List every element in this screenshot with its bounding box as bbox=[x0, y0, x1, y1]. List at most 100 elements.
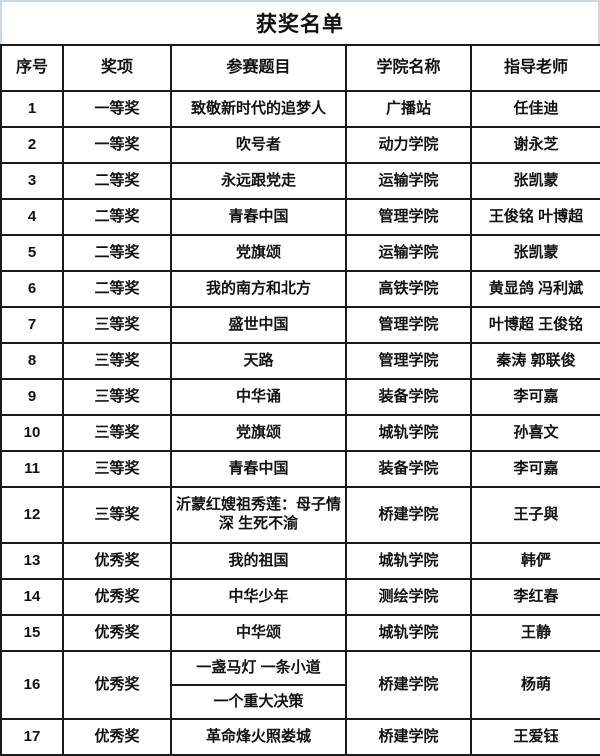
cell-title: 吹号者 bbox=[170, 126, 347, 164]
cell-title: 党旗颂 bbox=[170, 234, 347, 272]
header-title: 参赛题目 bbox=[170, 44, 347, 92]
cell-award: 二等奖 bbox=[62, 270, 172, 308]
cell-teacher: 黄显鸽 冯利斌 bbox=[470, 270, 600, 308]
table-row: 9 三等奖 中华诵 装备学院 李可嘉 bbox=[0, 378, 600, 416]
cell-teacher: 杨萌 bbox=[470, 650, 600, 720]
cell-title: 天路 bbox=[170, 342, 347, 380]
cell-title: 青春中国 bbox=[170, 450, 347, 488]
cell-teacher: 任佳迪 bbox=[470, 90, 600, 128]
table-row: 15 优秀奖 中华颂 城轨学院 王静 bbox=[0, 614, 600, 652]
cell-award: 一等奖 bbox=[62, 90, 172, 128]
cell-no: 14 bbox=[0, 578, 64, 616]
table-row: 12 三等奖 沂蒙红嫂祖秀莲：母子情深 生死不渝 桥建学院 王子與 bbox=[0, 486, 600, 544]
cell-award: 二等奖 bbox=[62, 162, 172, 200]
cell-no: 6 bbox=[0, 270, 64, 308]
table-row: 8 三等奖 天路 管理学院 秦涛 郭联俊 bbox=[0, 342, 600, 380]
cell-title: 一盏马灯 一条小道 bbox=[170, 650, 347, 686]
cell-award: 三等奖 bbox=[62, 342, 172, 380]
cell-no: 17 bbox=[0, 718, 64, 756]
cell-teacher: 王子與 bbox=[470, 486, 600, 544]
cell-award: 优秀奖 bbox=[62, 650, 172, 720]
cell-title: 我的祖国 bbox=[170, 542, 347, 580]
cell-award: 优秀奖 bbox=[62, 542, 172, 580]
cell-award: 三等奖 bbox=[62, 414, 172, 452]
cell-college: 高铁学院 bbox=[345, 270, 472, 308]
cell-title: 一个重大决策 bbox=[170, 684, 347, 720]
cell-title: 党旗颂 bbox=[170, 414, 347, 452]
cell-teacher: 张凯蒙 bbox=[470, 234, 600, 272]
header-teacher: 指导老师 bbox=[470, 44, 600, 92]
cell-award: 优秀奖 bbox=[62, 718, 172, 756]
cell-college: 桥建学院 bbox=[345, 486, 472, 544]
cell-teacher: 叶博超 王俊铭 bbox=[470, 306, 600, 344]
cell-award: 二等奖 bbox=[62, 198, 172, 236]
cell-award: 三等奖 bbox=[62, 378, 172, 416]
table-row: 4 二等奖 青春中国 管理学院 王俊铭 叶博超 bbox=[0, 198, 600, 236]
cell-college: 城轨学院 bbox=[345, 414, 472, 452]
cell-teacher: 秦涛 郭联俊 bbox=[470, 342, 600, 380]
page-title: 获奖名单 bbox=[0, 0, 600, 44]
cell-teacher: 李可嘉 bbox=[470, 450, 600, 488]
table-row: 6 二等奖 我的南方和北方 高铁学院 黄显鸽 冯利斌 bbox=[0, 270, 600, 308]
cell-no: 16 bbox=[0, 650, 64, 720]
table-header-row: 序号 奖项 参赛题目 学院名称 指导老师 bbox=[0, 44, 600, 92]
cell-college: 管理学院 bbox=[345, 306, 472, 344]
cell-teacher: 李红春 bbox=[470, 578, 600, 616]
cell-college: 测绘学院 bbox=[345, 578, 472, 616]
cell-teacher: 王爱钰 bbox=[470, 718, 600, 756]
table-row: 1 一等奖 致敬新时代的追梦人 广播站 任佳迪 bbox=[0, 90, 600, 128]
cell-title: 青春中国 bbox=[170, 198, 347, 236]
cell-college: 广播站 bbox=[345, 90, 472, 128]
award-table: 序号 奖项 参赛题目 学院名称 指导老师 1 一等奖 致敬新时代的追梦人 广播站 任佳迪… bbox=[0, 44, 600, 756]
table-row: 7 三等奖 盛世中国 管理学院 叶博超 王俊铭 bbox=[0, 306, 600, 344]
cell-teacher: 韩俨 bbox=[470, 542, 600, 580]
cell-no: 3 bbox=[0, 162, 64, 200]
cell-no: 1 bbox=[0, 90, 64, 128]
cell-teacher: 谢永芝 bbox=[470, 126, 600, 164]
table-row: 16 优秀奖 一盏马灯 一条小道 桥建学院 杨萌 bbox=[0, 650, 600, 720]
cell-title: 中华诵 bbox=[170, 378, 347, 416]
cell-title: 永远跟党走 bbox=[170, 162, 347, 200]
table-row: 14 优秀奖 中华少年 测绘学院 李红春 bbox=[0, 578, 600, 616]
cell-teacher: 张凯蒙 bbox=[470, 162, 600, 200]
cell-award: 三等奖 bbox=[62, 306, 172, 344]
cell-college: 运输学院 bbox=[345, 162, 472, 200]
cell-award: 二等奖 bbox=[62, 234, 172, 272]
cell-college: 桥建学院 bbox=[345, 718, 472, 756]
cell-college: 管理学院 bbox=[345, 198, 472, 236]
cell-no: 11 bbox=[0, 450, 64, 488]
table-row: 3 二等奖 永远跟党走 运输学院 张凯蒙 bbox=[0, 162, 600, 200]
cell-title: 中华少年 bbox=[170, 578, 347, 616]
cell-college: 城轨学院 bbox=[345, 614, 472, 652]
cell-teacher: 王俊铭 叶博超 bbox=[470, 198, 600, 236]
cell-title: 革命烽火照娄城 bbox=[170, 718, 347, 756]
table-row: 13 优秀奖 我的祖国 城轨学院 韩俨 bbox=[0, 542, 600, 580]
cell-college: 装备学院 bbox=[345, 378, 472, 416]
cell-college: 管理学院 bbox=[345, 342, 472, 380]
cell-award: 一等奖 bbox=[62, 126, 172, 164]
cell-award: 优秀奖 bbox=[62, 578, 172, 616]
cell-teacher: 李可嘉 bbox=[470, 378, 600, 416]
header-college: 学院名称 bbox=[345, 44, 472, 92]
table-row: 10 三等奖 党旗颂 城轨学院 孙喜文 bbox=[0, 414, 600, 452]
header-award: 奖项 bbox=[62, 44, 172, 92]
cell-no: 7 bbox=[0, 306, 64, 344]
table-row: 11 三等奖 青春中国 装备学院 李可嘉 bbox=[0, 450, 600, 488]
cell-award: 三等奖 bbox=[62, 450, 172, 488]
header-no: 序号 bbox=[0, 44, 64, 92]
cell-college: 运输学院 bbox=[345, 234, 472, 272]
cell-award: 优秀奖 bbox=[62, 614, 172, 652]
cell-college: 城轨学院 bbox=[345, 542, 472, 580]
cell-no: 4 bbox=[0, 198, 64, 236]
cell-no: 10 bbox=[0, 414, 64, 452]
table-body: 1 一等奖 致敬新时代的追梦人 广播站 任佳迪 2 一等奖 吹号者 动力学院 谢永芝 3 二等奖 永远跟… bbox=[0, 90, 600, 756]
cell-college: 动力学院 bbox=[345, 126, 472, 164]
cell-title: 盛世中国 bbox=[170, 306, 347, 344]
cell-college: 装备学院 bbox=[345, 450, 472, 488]
cell-no: 12 bbox=[0, 486, 64, 544]
table-row: 2 一等奖 吹号者 动力学院 谢永芝 bbox=[0, 126, 600, 164]
cell-college: 桥建学院 bbox=[345, 650, 472, 720]
cell-title: 中华颂 bbox=[170, 614, 347, 652]
cell-no: 9 bbox=[0, 378, 64, 416]
